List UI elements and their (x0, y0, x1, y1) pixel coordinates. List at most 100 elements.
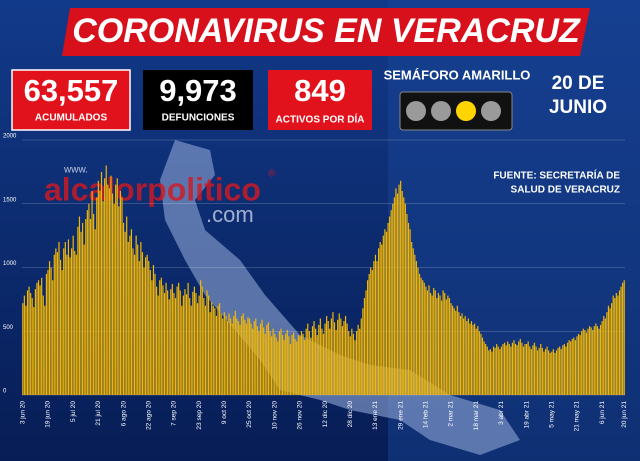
bar (206, 290, 208, 395)
bar (143, 267, 145, 395)
bar (165, 282, 167, 395)
bar (341, 326, 343, 395)
bar (237, 321, 240, 395)
bar (417, 267, 419, 395)
bar (551, 351, 553, 395)
bar (568, 340, 570, 395)
bar (267, 322, 269, 395)
bar (140, 242, 142, 395)
bar (543, 351, 545, 395)
bar (141, 252, 144, 395)
x-tick-label: 5 jul 20 (70, 401, 77, 422)
bar (357, 324, 359, 395)
bar (453, 308, 455, 395)
bar (330, 318, 332, 395)
bar (302, 333, 304, 395)
bar (214, 308, 216, 395)
bar (537, 350, 539, 395)
x-tick-label: 23 sep 20 (196, 401, 203, 430)
bar (538, 347, 540, 395)
bar (429, 293, 432, 395)
bar (603, 315, 605, 395)
bar (596, 326, 599, 395)
bar (436, 298, 438, 395)
bar (94, 229, 96, 395)
y-tick-label: 1000 (3, 261, 17, 267)
bar (149, 270, 151, 395)
bar (198, 295, 200, 395)
bar (510, 346, 512, 395)
bar (248, 318, 251, 395)
bar (514, 344, 517, 395)
bar (178, 282, 180, 395)
bar (503, 342, 506, 395)
bar (315, 328, 317, 395)
bar (236, 318, 238, 395)
x-tick-label: 3 jun 20 (20, 401, 27, 425)
x-tick-label: 12 dic 20 (322, 401, 329, 428)
bar (212, 305, 214, 395)
x-tick-label: 22 ago 20 (145, 401, 152, 430)
bar (326, 315, 328, 395)
bar (486, 346, 488, 395)
bar (258, 331, 260, 395)
x-tick-label: 6 jun 21 (599, 401, 606, 425)
bar (478, 331, 480, 395)
bar (390, 210, 392, 395)
x-tick-label: 10 nov 20 (271, 401, 278, 430)
bar (37, 280, 40, 395)
bar (67, 239, 70, 395)
bar (442, 290, 444, 395)
bar (582, 328, 584, 395)
bar (185, 294, 188, 395)
bar (581, 331, 583, 395)
bar (154, 273, 156, 395)
bar (97, 180, 99, 395)
bar (138, 261, 140, 395)
bar (233, 315, 235, 395)
bar (277, 341, 279, 395)
bar (333, 322, 336, 395)
bar (585, 332, 588, 395)
bar (167, 290, 169, 395)
bar (118, 206, 120, 395)
bar (444, 293, 446, 395)
y-tick-label: 1500 (3, 197, 17, 203)
y-tick-label: 500 (3, 325, 14, 331)
bar (560, 349, 562, 395)
bar (404, 203, 406, 395)
bar (82, 222, 84, 395)
bar (452, 305, 454, 395)
light-off (431, 101, 451, 121)
bar (612, 295, 614, 395)
bar (459, 315, 462, 395)
bar (516, 345, 518, 395)
watermark: www. (63, 165, 88, 176)
x-tick-label: 5 may 21 (549, 401, 556, 428)
bar (30, 293, 32, 395)
bar (22, 303, 24, 395)
bar (340, 318, 342, 395)
bar (41, 277, 43, 395)
bar (196, 303, 199, 395)
bar (426, 290, 429, 395)
x-tick-label: 29 ene 21 (397, 401, 404, 430)
bar (89, 219, 92, 395)
bar (395, 188, 397, 395)
bar (137, 244, 139, 395)
bar (570, 341, 572, 395)
bar (541, 347, 543, 395)
bar (283, 340, 285, 395)
bar (505, 345, 507, 395)
bar (524, 344, 526, 395)
bar (105, 165, 107, 395)
bar (275, 337, 277, 395)
bar (519, 338, 521, 395)
bar (45, 273, 48, 395)
bar (247, 317, 249, 395)
bar (467, 318, 469, 395)
source: FUENTE: SECRETARÍA DE (493, 169, 620, 182)
bar (381, 244, 383, 395)
bar (253, 321, 255, 395)
bar (584, 329, 586, 395)
